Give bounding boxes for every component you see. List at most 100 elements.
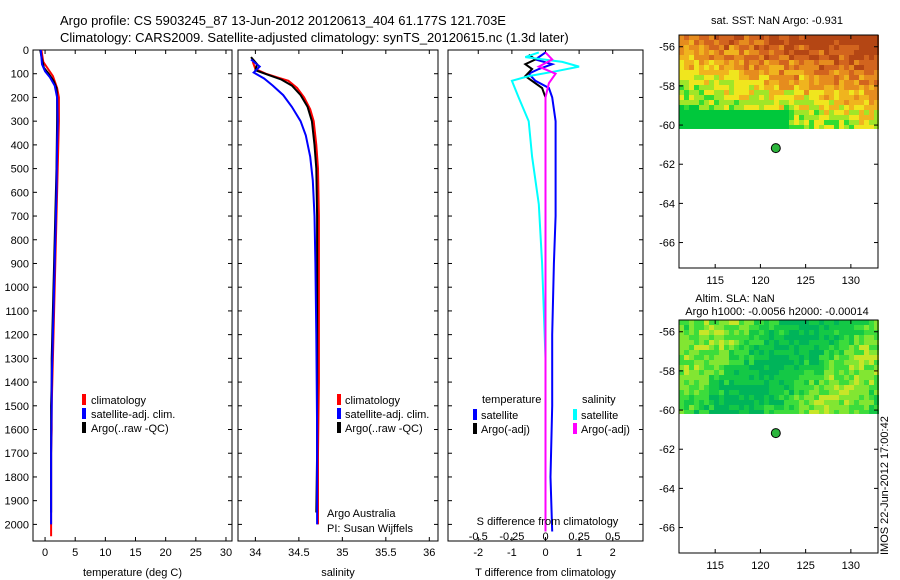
legend-title: salinity: [582, 394, 616, 406]
heatmap-cell: [794, 355, 799, 360]
heatmap-cell: [739, 405, 744, 410]
heatmap-cell: [759, 405, 764, 410]
y-tick-label: 500: [11, 164, 29, 176]
heatmap-cell: [714, 355, 719, 360]
heatmap-cell: [764, 70, 769, 75]
heatmap-cell: [724, 55, 729, 60]
heatmap-cell: [784, 380, 789, 385]
x-tick-label: 34: [249, 547, 261, 559]
heatmap-cell: [799, 50, 804, 55]
heatmap-cell: [819, 75, 824, 80]
heatmap-cell: [804, 355, 809, 360]
heatmap-cell: [719, 60, 724, 65]
heatmap-cell: [704, 340, 709, 345]
heatmap-cell: [684, 65, 689, 70]
heatmap-cell: [729, 35, 734, 40]
legend-entry: Argo(..raw -QC): [345, 423, 423, 435]
heatmap-cell: [864, 345, 869, 350]
heatmap-cell: [864, 50, 869, 55]
heatmap-cell: [714, 340, 719, 345]
heatmap-cell: [679, 385, 684, 390]
heatmap-cell: [689, 125, 694, 129]
heatmap-cell: [734, 325, 739, 330]
heatmap-cell: [679, 50, 684, 55]
heatmap-cell: [694, 320, 699, 325]
heatmap-cell: [869, 320, 874, 325]
heatmap-cell: [694, 65, 699, 70]
heatmap-cell: [709, 85, 714, 90]
heatmap-cell: [699, 60, 704, 65]
heatmap-cell: [744, 360, 749, 365]
heatmap-cell: [689, 345, 694, 350]
heatmap-cell: [859, 335, 864, 340]
heatmap-cell: [759, 115, 764, 120]
heatmap-cell: [679, 335, 684, 340]
heatmap-cell: [749, 125, 754, 129]
heatmap-cell: [789, 385, 794, 390]
heatmap-cell: [864, 325, 869, 330]
heatmap-cell: [734, 85, 739, 90]
heatmap-cell: [829, 360, 834, 365]
x-tick-label: 30: [220, 547, 232, 559]
heatmap-cell: [789, 355, 794, 360]
heatmap-cell: [829, 335, 834, 340]
heatmap-cell: [724, 410, 729, 414]
heatmap-cell: [709, 330, 714, 335]
heatmap-cell: [749, 405, 754, 410]
heatmap-cell: [724, 100, 729, 105]
heatmap-cell: [854, 70, 859, 75]
heatmap-cell: [819, 120, 824, 125]
heatmap-cell: [809, 95, 814, 100]
heatmap-cell: [719, 45, 724, 50]
heatmap-cell: [769, 125, 774, 129]
heatmap-cell: [729, 335, 734, 340]
heatmap-cell: [774, 405, 779, 410]
heatmap-cell: [854, 100, 859, 105]
heatmap-cell: [769, 335, 774, 340]
heatmap-cell: [869, 60, 874, 65]
heatmap-cell: [699, 35, 704, 40]
heatmap-cell: [769, 40, 774, 45]
heatmap-cell: [714, 350, 719, 355]
heatmap-cell: [844, 105, 849, 110]
heatmap-cell: [754, 355, 759, 360]
heatmap-cell: [834, 350, 839, 355]
heatmap-cell: [874, 345, 879, 350]
heatmap-cell: [744, 345, 749, 350]
heatmap-cell: [719, 80, 724, 85]
heatmap-cell: [749, 55, 754, 60]
heatmap-cell: [814, 390, 819, 395]
heatmap-cell: [829, 115, 834, 120]
heatmap-cell: [779, 65, 784, 70]
heatmap-cell: [859, 45, 864, 50]
heatmap-cell: [749, 320, 754, 325]
heatmap-cell: [799, 40, 804, 45]
heatmap-cell: [849, 385, 854, 390]
heatmap-cell: [874, 355, 879, 360]
heatmap-cell: [774, 85, 779, 90]
heatmap-cell: [759, 50, 764, 55]
heatmap-cell: [839, 55, 844, 60]
heatmap-cell: [779, 320, 784, 325]
heatmap-cell: [859, 55, 864, 60]
heatmap-cell: [864, 100, 869, 105]
heatmap-cell: [794, 60, 799, 65]
heatmap-cell: [874, 335, 879, 340]
heatmap-cell: [689, 365, 694, 370]
heatmap-cell: [744, 50, 749, 55]
heatmap-cell: [849, 60, 854, 65]
heatmap-cell: [819, 125, 824, 129]
heatmap-cell: [769, 100, 774, 105]
heatmap-cell: [729, 375, 734, 380]
heatmap-cell: [849, 95, 854, 100]
heatmap-cell: [869, 360, 874, 365]
heatmap-cell: [809, 115, 814, 120]
heatmap-cell: [854, 405, 859, 410]
heatmap-cell: [689, 385, 694, 390]
heatmap-cell: [729, 40, 734, 45]
heatmap-cell: [779, 55, 784, 60]
heatmap-cell: [794, 95, 799, 100]
heatmap-cell: [844, 340, 849, 345]
heatmap-cell: [689, 40, 694, 45]
heatmap-cell: [824, 355, 829, 360]
